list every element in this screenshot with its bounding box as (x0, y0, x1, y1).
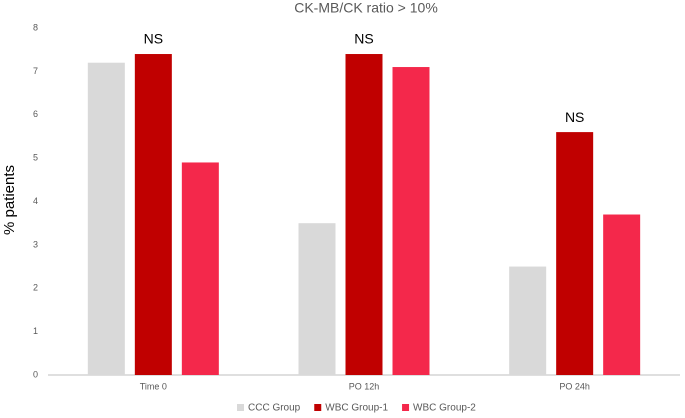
bar (509, 266, 547, 375)
y-tick-label: 4 (33, 196, 38, 206)
bar (392, 67, 430, 375)
legend-label: WBC Group-2 (413, 403, 476, 414)
y-tick-label: 0 (33, 369, 38, 379)
legend-label: CCC Group (248, 403, 301, 414)
y-axis-label: % patients (1, 165, 18, 235)
y-tick-label: 7 (33, 66, 38, 76)
legend-swatch (314, 404, 322, 411)
x-tick-label: Time 0 (140, 381, 167, 391)
bar (87, 62, 125, 375)
y-tick-label: 3 (33, 239, 38, 249)
legend-swatch (402, 404, 410, 411)
bar (556, 132, 594, 375)
y-tick-label: 8 (33, 22, 38, 32)
x-tick-label: PO 12h (349, 381, 380, 391)
legend-swatch (237, 404, 244, 411)
bar (298, 223, 336, 375)
legend-label: WBC Group-1 (325, 403, 388, 414)
chart-title: CK-MB/CK ratio > 10% (294, 0, 438, 16)
y-tick-label: 2 (33, 283, 38, 293)
x-tick-label: PO 24h (559, 381, 590, 391)
annotation: NS (565, 109, 584, 125)
annotation: NS (144, 31, 163, 47)
bar (603, 214, 641, 375)
y-tick-label: 6 (33, 109, 38, 119)
bar (181, 162, 219, 375)
y-tick-label: 1 (33, 326, 38, 336)
annotation: NS (354, 31, 373, 47)
bar (134, 54, 172, 376)
bar (345, 54, 383, 376)
y-tick-label: 5 (33, 153, 38, 163)
